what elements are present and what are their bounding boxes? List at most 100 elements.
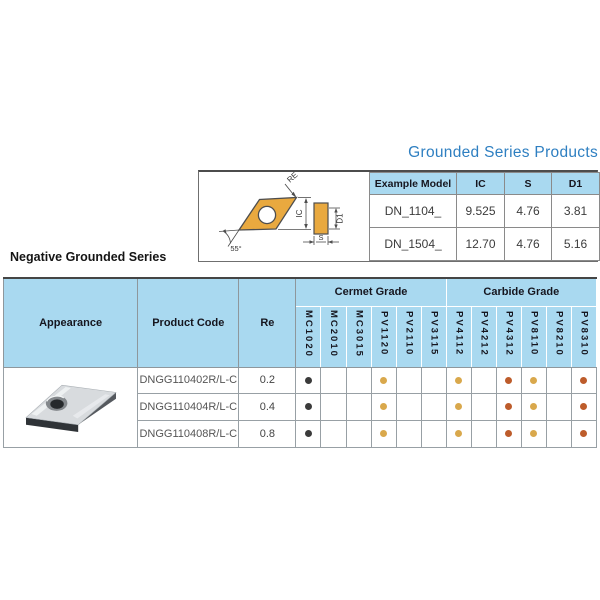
- s-label: S: [318, 233, 323, 242]
- grade-dot-cell: [570, 419, 598, 448]
- availability-dot: [580, 403, 588, 411]
- header-grade-pv4112: PV4112: [445, 305, 472, 368]
- grade-dot-cell: [345, 393, 372, 421]
- grade-dot-cell: [470, 393, 497, 421]
- re-value: 0.4: [238, 393, 297, 421]
- grade-dot-cell: [570, 366, 598, 395]
- availability-dot: [304, 403, 312, 411]
- spec-d1: 5.16: [551, 227, 600, 261]
- grade-dot-cell: [445, 393, 472, 421]
- re-value: 0.8: [238, 419, 297, 448]
- header-grade-pv8310: PV8310: [570, 305, 598, 368]
- insert-photo: [24, 384, 117, 432]
- spec-header-row: Example Model IC S D1: [369, 172, 600, 195]
- grade-dot-cell: [470, 419, 497, 448]
- grade-dot-cell: [520, 419, 547, 448]
- availability-dot: [505, 403, 513, 411]
- availability-dot: [380, 403, 388, 411]
- spec-header-model: Example Model: [369, 172, 457, 195]
- spec-s: 4.76: [504, 194, 552, 228]
- grade-dot-cell: [295, 366, 322, 395]
- grade-dot-cell: [295, 419, 322, 448]
- grade-dot-cell: [345, 366, 372, 395]
- availability-dot: [380, 429, 388, 437]
- availability-dot: [304, 376, 312, 384]
- grade-dot-cell: [420, 393, 447, 421]
- grade-dot-cell: [395, 393, 422, 421]
- product-row: DNGG110408R/L-C 0.8: [4, 419, 598, 448]
- availability-dot: [455, 376, 463, 384]
- spec-header-ic: IC: [456, 172, 505, 195]
- header-grade-pv2110: PV2110: [395, 305, 422, 368]
- grade-dot-cell: [320, 366, 347, 395]
- header-cermet-grade: Cermet Grade: [295, 277, 447, 307]
- d1-label: D1: [336, 213, 345, 224]
- grade-dot-cell: [495, 366, 522, 395]
- grade-dot-cell: [370, 366, 397, 395]
- product-row: DNGG110402R/L-C 0.2: [2, 366, 598, 448]
- header-carbide-grade: Carbide Grade: [445, 277, 598, 307]
- grade-dot-cell: [395, 419, 422, 448]
- spec-model: DN_1104_: [369, 194, 457, 228]
- section-title: Negative Grounded Series: [10, 250, 167, 264]
- insert-side-view-shape: [313, 202, 329, 235]
- insert-dimension-diagram: RE IC 55°: [199, 170, 369, 261]
- spec-ic: 12.70: [456, 227, 505, 261]
- spec-header-d1: D1: [551, 172, 600, 195]
- insert-diagram-drawing: RE IC 55°: [218, 170, 345, 253]
- re-label: RE: [285, 172, 299, 184]
- header-grade-pv4312: PV4312: [495, 305, 522, 368]
- header-appearance: Appearance: [2, 277, 139, 368]
- product-code: DNGG110404R/L-C: [137, 393, 240, 421]
- header-grade-pv4212: PV4212: [470, 305, 497, 368]
- availability-dot: [580, 376, 588, 384]
- product-code: DNGG110408R/L-C: [137, 419, 240, 448]
- availability-dot: [530, 429, 538, 437]
- grade-dot-cell: [470, 366, 497, 395]
- spec-table: Example Model IC S D1 DN_1104_ 9.525 4.7…: [369, 172, 600, 261]
- spec-panel: RE IC 55°: [198, 170, 600, 262]
- spec-header-s: S: [504, 172, 552, 195]
- page-title: Grounded Series Products: [408, 144, 598, 161]
- grade-dot-cell: [495, 393, 522, 421]
- grade-dot-cell: [295, 393, 322, 421]
- grade-dot-cell: [445, 419, 472, 448]
- grade-dot-cell: [320, 419, 347, 448]
- availability-dot: [530, 376, 538, 384]
- grade-dot-cell: [545, 366, 572, 395]
- grade-dot-cell: [520, 393, 547, 421]
- header-grade-mc1020: MC1020: [295, 305, 322, 368]
- grade-dot-cell: [395, 366, 422, 395]
- header-grade-pv8210: PV8210: [545, 305, 572, 368]
- header-re: Re: [238, 277, 297, 368]
- insert-hole: [257, 205, 277, 225]
- grade-dot-cell: [345, 419, 372, 448]
- availability-dot: [455, 429, 463, 437]
- availability-dot: [380, 376, 388, 384]
- spec-s: 4.76: [504, 227, 552, 261]
- grade-dot-cell: [420, 419, 447, 448]
- header-grade-mc2010: MC2010: [320, 305, 347, 368]
- availability-dot: [455, 403, 463, 411]
- grade-dot-cell: [545, 419, 572, 448]
- spec-d1: 3.81: [551, 194, 600, 228]
- grade-dot-cell: [520, 366, 547, 395]
- grade-dot-cell: [320, 393, 347, 421]
- product-photo-cell: [2, 366, 139, 448]
- grade-header-group-row: Appearance Product Code Re Cermet Grade …: [2, 277, 598, 368]
- spec-ic: 9.525: [456, 194, 505, 228]
- spec-row: DN_1104_ 9.525 4.76 3.81: [369, 194, 600, 228]
- header-product-code: Product Code: [137, 277, 240, 368]
- product-code: DNGG110402R/L-C: [137, 366, 240, 395]
- grade-dot-cell: [420, 366, 447, 395]
- grade-dot-cell: [545, 393, 572, 421]
- grade-dot-cell: [570, 393, 598, 421]
- header-grade-mc3015: MC3015: [345, 305, 372, 368]
- header-grade-pv8110: PV8110: [520, 305, 547, 368]
- re-value: 0.2: [238, 366, 297, 395]
- header-grade-pv3115: PV3115: [420, 305, 447, 368]
- spec-row: DN_1504_ 12.70 4.76 5.16: [369, 227, 600, 261]
- availability-dot: [505, 429, 513, 437]
- spec-model: DN_1504_: [369, 227, 457, 261]
